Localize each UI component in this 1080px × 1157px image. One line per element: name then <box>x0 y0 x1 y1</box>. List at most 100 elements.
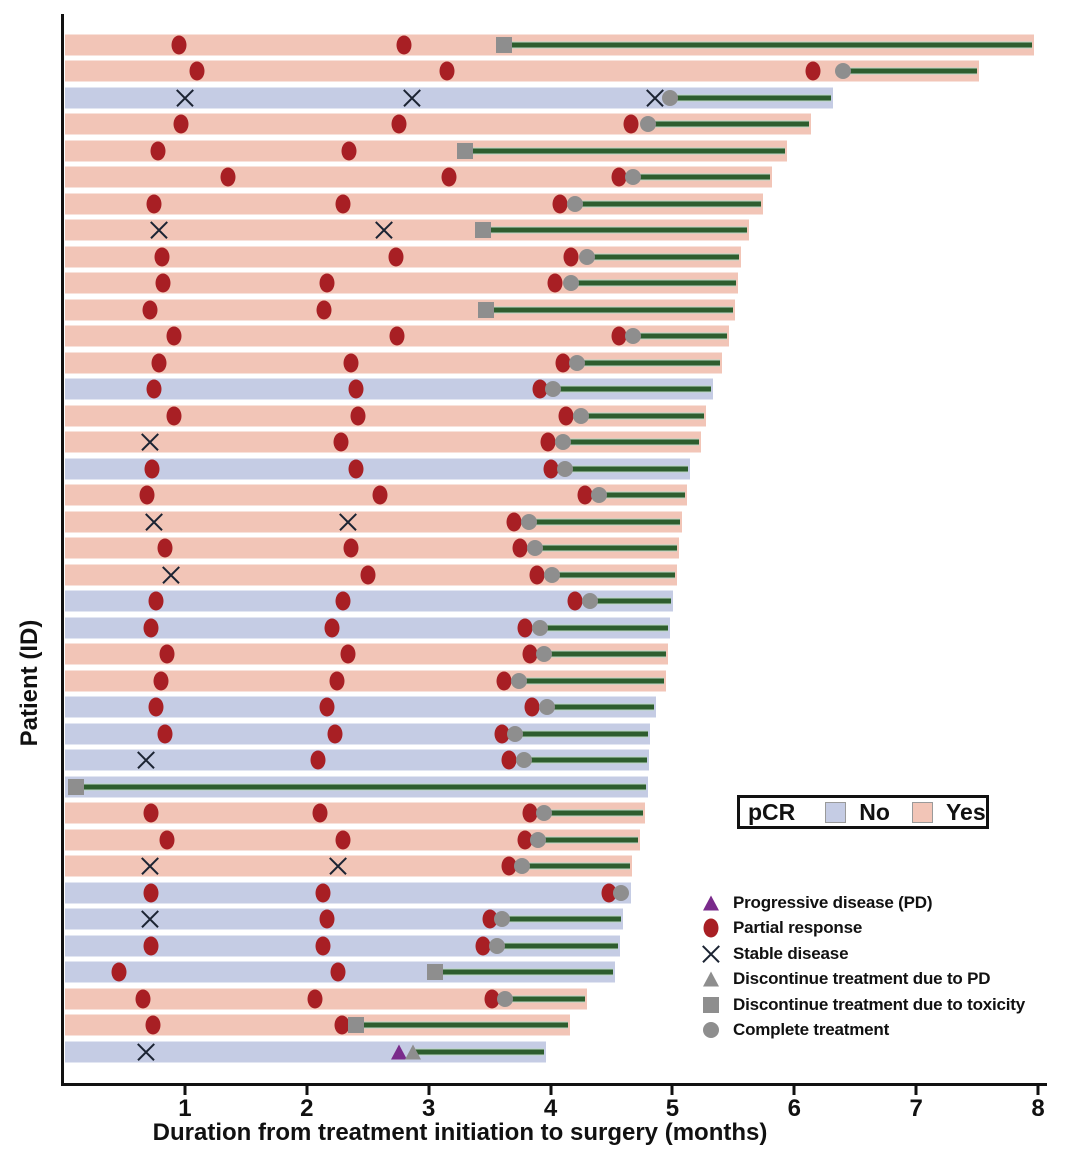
partial-response-marker <box>310 750 326 770</box>
legend-label: Stable disease <box>733 943 849 963</box>
partial-response-marker <box>441 167 457 187</box>
partial-response-marker <box>501 856 517 876</box>
y-axis-title: Patient (ID) <box>16 619 43 747</box>
legend-label: Progressive disease (PD) <box>733 892 933 912</box>
partial-response-marker <box>388 247 404 267</box>
patient-row-15 <box>63 403 1038 430</box>
stable-disease-marker <box>137 751 155 769</box>
legend-row-complete: Complete treatment <box>700 1018 1025 1044</box>
partial-response-marker <box>501 750 517 770</box>
complete-marker <box>488 937 505 954</box>
partial-response-marker <box>494 724 510 744</box>
post-treatment-line <box>504 41 1032 49</box>
complete-icon <box>703 1022 719 1039</box>
marker-legend: Progressive disease (PD) Partial response… <box>700 890 1025 1043</box>
pcr-legend-item-no: No <box>825 799 890 826</box>
legend-label: Partial response <box>733 918 863 938</box>
partial-response-marker <box>611 326 627 346</box>
post-treatment-line <box>633 332 728 340</box>
complete-marker <box>835 63 851 80</box>
post-treatment-line <box>599 491 685 499</box>
treatment-bar <box>65 405 707 427</box>
partial-response-marker <box>555 353 571 373</box>
post-treatment-line <box>523 756 647 764</box>
complete-marker <box>531 619 548 636</box>
post-treatment-line <box>505 995 585 1003</box>
disc-pd-legend-icon <box>700 968 722 990</box>
partial-response-marker <box>307 989 323 1009</box>
partial-response-marker <box>330 962 346 982</box>
disc-tox-icon <box>703 996 719 1013</box>
patient-row-23 <box>63 615 1038 642</box>
x-axis: 1 2 3 4 5 6 7 8 <box>63 1083 1045 1129</box>
x-tick <box>427 1086 431 1095</box>
patient-row-31 <box>63 827 1038 854</box>
partial-response-marker <box>143 936 159 956</box>
post-treatment-line <box>577 359 720 367</box>
pcr-legend-item-yes: Yes <box>911 799 986 826</box>
post-treatment-line <box>843 67 978 75</box>
patient-row-9 <box>63 244 1038 271</box>
patient-row-37 <box>63 986 1038 1013</box>
complete-marker <box>536 805 553 822</box>
complete-marker <box>566 195 583 212</box>
partial-response-marker <box>145 1015 161 1035</box>
patient-row-36 <box>63 959 1038 986</box>
partial-response-marker <box>171 35 187 55</box>
disc-pd-icon <box>703 971 719 987</box>
complete-marker <box>625 328 642 345</box>
post-treatment-line <box>483 226 747 234</box>
patient-row-34 <box>63 906 1038 933</box>
patient-row-14 <box>63 376 1038 403</box>
partial-response-marker <box>334 1015 350 1035</box>
patient-row-11 <box>63 297 1038 324</box>
treatment-bar <box>65 1014 570 1036</box>
treatment-bar <box>65 166 772 188</box>
partial-response-marker <box>153 671 168 691</box>
partial-response-marker <box>524 697 540 717</box>
x-tick-label: 4 <box>543 1095 558 1122</box>
complete-marker <box>515 752 532 769</box>
patient-row-5 <box>63 138 1038 165</box>
x-tick <box>670 1086 674 1095</box>
patient-row-33 <box>63 880 1038 907</box>
pd-legend-icon <box>700 892 722 914</box>
treatment-bar <box>65 299 736 321</box>
stable-disease-marker <box>137 1043 155 1061</box>
post-treatment-line <box>551 571 675 579</box>
partial-response-marker <box>157 724 173 744</box>
complete-marker <box>557 460 574 477</box>
x-tick-label: 6 <box>787 1095 801 1122</box>
treatment-bar <box>65 140 787 162</box>
x-tick-label: 7 <box>909 1095 923 1122</box>
partial-response-marker <box>506 512 522 532</box>
complete-marker <box>640 116 656 133</box>
disc-tox-marker <box>477 301 494 318</box>
complete-marker <box>497 990 514 1007</box>
post-treatment-line <box>539 624 668 632</box>
treatment-bar <box>65 829 641 851</box>
post-treatment-line <box>496 942 618 950</box>
partial-response-marker <box>142 300 158 320</box>
stable-disease-marker <box>162 566 180 584</box>
complete-marker <box>554 434 571 451</box>
partial-response-marker <box>484 989 500 1009</box>
post-treatment-line <box>580 412 705 420</box>
partial-response-marker <box>601 883 617 903</box>
post-treatment-line <box>485 306 734 314</box>
partial-response-marker <box>350 406 366 426</box>
partial-response-marker <box>396 35 412 55</box>
disc-tox-marker <box>475 222 492 239</box>
pcr-swatch-yes <box>911 801 933 823</box>
pd-marker <box>391 1044 408 1060</box>
disc-tox-marker <box>426 964 443 981</box>
post-treatment-line <box>589 597 672 605</box>
partial-response-marker <box>540 432 556 452</box>
partial-response-marker <box>529 565 545 585</box>
partial-response-marker <box>143 883 159 903</box>
partial-response-marker <box>166 406 182 426</box>
patient-row-38 <box>63 1012 1038 1039</box>
partial-response-marker <box>567 591 583 611</box>
complete-marker <box>591 487 608 504</box>
patient-row-24 <box>63 641 1038 668</box>
